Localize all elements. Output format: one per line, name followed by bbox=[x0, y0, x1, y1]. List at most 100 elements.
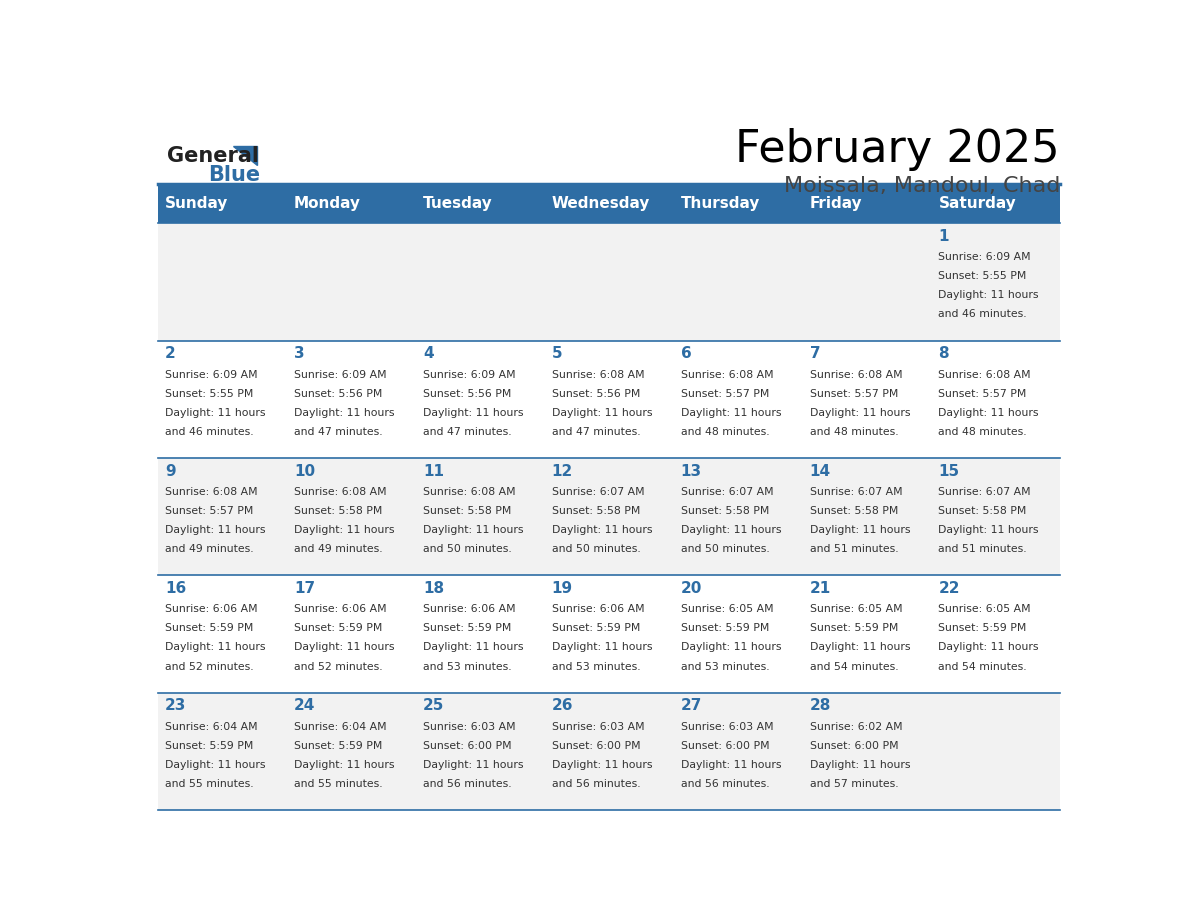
Text: Daylight: 11 hours: Daylight: 11 hours bbox=[551, 525, 652, 535]
Text: 19: 19 bbox=[551, 581, 573, 596]
Text: Tuesday: Tuesday bbox=[423, 196, 493, 211]
Text: Sunset: 5:57 PM: Sunset: 5:57 PM bbox=[681, 388, 769, 398]
Bar bbox=[158, 692, 1060, 810]
Text: Daylight: 11 hours: Daylight: 11 hours bbox=[939, 290, 1040, 300]
Text: and 55 minutes.: and 55 minutes. bbox=[165, 778, 254, 789]
Text: Sunset: 6:00 PM: Sunset: 6:00 PM bbox=[551, 741, 640, 751]
Text: Sunrise: 6:09 AM: Sunrise: 6:09 AM bbox=[423, 370, 516, 379]
Text: Sunset: 5:58 PM: Sunset: 5:58 PM bbox=[809, 506, 898, 516]
Text: 9: 9 bbox=[165, 464, 176, 478]
Text: Daylight: 11 hours: Daylight: 11 hours bbox=[551, 408, 652, 418]
Text: 24: 24 bbox=[293, 699, 315, 713]
Text: and 53 minutes.: and 53 minutes. bbox=[551, 662, 640, 671]
Text: Daylight: 11 hours: Daylight: 11 hours bbox=[809, 643, 910, 653]
Text: and 57 minutes.: and 57 minutes. bbox=[809, 778, 898, 789]
Text: Sunrise: 6:09 AM: Sunrise: 6:09 AM bbox=[165, 370, 258, 379]
Text: and 47 minutes.: and 47 minutes. bbox=[551, 427, 640, 437]
Text: 21: 21 bbox=[809, 581, 830, 596]
Text: and 54 minutes.: and 54 minutes. bbox=[939, 662, 1028, 671]
Text: Sunrise: 6:07 AM: Sunrise: 6:07 AM bbox=[939, 487, 1031, 497]
Text: Sunrise: 6:07 AM: Sunrise: 6:07 AM bbox=[551, 487, 644, 497]
Text: Sunrise: 6:09 AM: Sunrise: 6:09 AM bbox=[293, 370, 386, 379]
Text: Moissala, Mandoul, Chad: Moissala, Mandoul, Chad bbox=[784, 175, 1060, 196]
Text: Sunset: 5:59 PM: Sunset: 5:59 PM bbox=[293, 741, 383, 751]
Text: Daylight: 11 hours: Daylight: 11 hours bbox=[423, 525, 524, 535]
Text: Daylight: 11 hours: Daylight: 11 hours bbox=[423, 760, 524, 770]
Text: Sunset: 6:00 PM: Sunset: 6:00 PM bbox=[681, 741, 770, 751]
Text: Sunrise: 6:02 AM: Sunrise: 6:02 AM bbox=[809, 722, 902, 732]
Text: 27: 27 bbox=[681, 699, 702, 713]
Text: Sunrise: 6:06 AM: Sunrise: 6:06 AM bbox=[293, 604, 386, 614]
Text: and 56 minutes.: and 56 minutes. bbox=[423, 778, 512, 789]
Text: Daylight: 11 hours: Daylight: 11 hours bbox=[681, 525, 782, 535]
Text: and 51 minutes.: and 51 minutes. bbox=[809, 544, 898, 554]
Text: 17: 17 bbox=[293, 581, 315, 596]
Text: Daylight: 11 hours: Daylight: 11 hours bbox=[939, 408, 1040, 418]
Polygon shape bbox=[233, 145, 257, 165]
Text: Sunset: 5:57 PM: Sunset: 5:57 PM bbox=[165, 506, 253, 516]
Text: General: General bbox=[166, 146, 259, 166]
Text: 15: 15 bbox=[939, 464, 960, 478]
Text: Sunrise: 6:09 AM: Sunrise: 6:09 AM bbox=[939, 252, 1031, 263]
Text: 3: 3 bbox=[293, 346, 304, 362]
Bar bbox=[158, 185, 1060, 223]
Text: 22: 22 bbox=[939, 581, 960, 596]
Bar bbox=[158, 223, 1060, 341]
Text: Daylight: 11 hours: Daylight: 11 hours bbox=[293, 760, 394, 770]
Text: Sunset: 5:59 PM: Sunset: 5:59 PM bbox=[939, 623, 1026, 633]
Text: Sunset: 5:59 PM: Sunset: 5:59 PM bbox=[165, 623, 253, 633]
Text: 14: 14 bbox=[809, 464, 830, 478]
Text: Sunset: 5:57 PM: Sunset: 5:57 PM bbox=[809, 388, 898, 398]
Text: 8: 8 bbox=[939, 346, 949, 362]
Text: Daylight: 11 hours: Daylight: 11 hours bbox=[165, 760, 266, 770]
Text: Sunset: 5:58 PM: Sunset: 5:58 PM bbox=[551, 506, 640, 516]
Text: 1: 1 bbox=[939, 229, 949, 244]
Text: Sunrise: 6:06 AM: Sunrise: 6:06 AM bbox=[423, 604, 516, 614]
Text: and 52 minutes.: and 52 minutes. bbox=[165, 662, 254, 671]
Text: Blue: Blue bbox=[208, 165, 260, 185]
Text: Sunset: 5:56 PM: Sunset: 5:56 PM bbox=[293, 388, 383, 398]
Text: and 49 minutes.: and 49 minutes. bbox=[165, 544, 254, 554]
Text: 5: 5 bbox=[551, 346, 562, 362]
Text: Sunrise: 6:08 AM: Sunrise: 6:08 AM bbox=[681, 370, 773, 379]
Text: Sunrise: 6:06 AM: Sunrise: 6:06 AM bbox=[165, 604, 258, 614]
Text: and 47 minutes.: and 47 minutes. bbox=[293, 427, 383, 437]
Text: 28: 28 bbox=[809, 699, 830, 713]
Text: Sunset: 5:58 PM: Sunset: 5:58 PM bbox=[293, 506, 383, 516]
Text: and 50 minutes.: and 50 minutes. bbox=[423, 544, 512, 554]
Text: Daylight: 11 hours: Daylight: 11 hours bbox=[809, 525, 910, 535]
Text: and 56 minutes.: and 56 minutes. bbox=[551, 778, 640, 789]
Text: 4: 4 bbox=[423, 346, 434, 362]
Text: 10: 10 bbox=[293, 464, 315, 478]
Text: Sunset: 5:59 PM: Sunset: 5:59 PM bbox=[809, 623, 898, 633]
Text: Sunrise: 6:03 AM: Sunrise: 6:03 AM bbox=[681, 722, 773, 732]
Text: Daylight: 11 hours: Daylight: 11 hours bbox=[293, 408, 394, 418]
Text: and 55 minutes.: and 55 minutes. bbox=[293, 778, 383, 789]
Text: and 50 minutes.: and 50 minutes. bbox=[551, 544, 640, 554]
Text: Daylight: 11 hours: Daylight: 11 hours bbox=[681, 408, 782, 418]
Text: Sunset: 5:58 PM: Sunset: 5:58 PM bbox=[939, 506, 1026, 516]
Text: Sunrise: 6:08 AM: Sunrise: 6:08 AM bbox=[165, 487, 258, 497]
Text: Sunrise: 6:05 AM: Sunrise: 6:05 AM bbox=[939, 604, 1031, 614]
Text: and 49 minutes.: and 49 minutes. bbox=[293, 544, 383, 554]
Text: Daylight: 11 hours: Daylight: 11 hours bbox=[681, 643, 782, 653]
Text: and 52 minutes.: and 52 minutes. bbox=[293, 662, 383, 671]
Text: 25: 25 bbox=[423, 699, 444, 713]
Text: Sunrise: 6:05 AM: Sunrise: 6:05 AM bbox=[809, 604, 902, 614]
Text: Sunrise: 6:04 AM: Sunrise: 6:04 AM bbox=[293, 722, 386, 732]
Text: Thursday: Thursday bbox=[681, 196, 760, 211]
Text: Daylight: 11 hours: Daylight: 11 hours bbox=[165, 408, 266, 418]
Text: Sunset: 5:59 PM: Sunset: 5:59 PM bbox=[681, 623, 769, 633]
Text: Sunrise: 6:03 AM: Sunrise: 6:03 AM bbox=[551, 722, 644, 732]
Text: Sunrise: 6:08 AM: Sunrise: 6:08 AM bbox=[293, 487, 386, 497]
Text: and 46 minutes.: and 46 minutes. bbox=[939, 309, 1028, 319]
Text: Daylight: 11 hours: Daylight: 11 hours bbox=[681, 760, 782, 770]
Text: Sunset: 5:58 PM: Sunset: 5:58 PM bbox=[423, 506, 511, 516]
Text: Sunset: 5:56 PM: Sunset: 5:56 PM bbox=[551, 388, 640, 398]
Text: 13: 13 bbox=[681, 464, 702, 478]
Text: 7: 7 bbox=[809, 346, 820, 362]
Text: 18: 18 bbox=[423, 581, 444, 596]
Text: and 48 minutes.: and 48 minutes. bbox=[681, 427, 770, 437]
Text: Sunset: 5:58 PM: Sunset: 5:58 PM bbox=[681, 506, 769, 516]
Text: and 53 minutes.: and 53 minutes. bbox=[681, 662, 770, 671]
